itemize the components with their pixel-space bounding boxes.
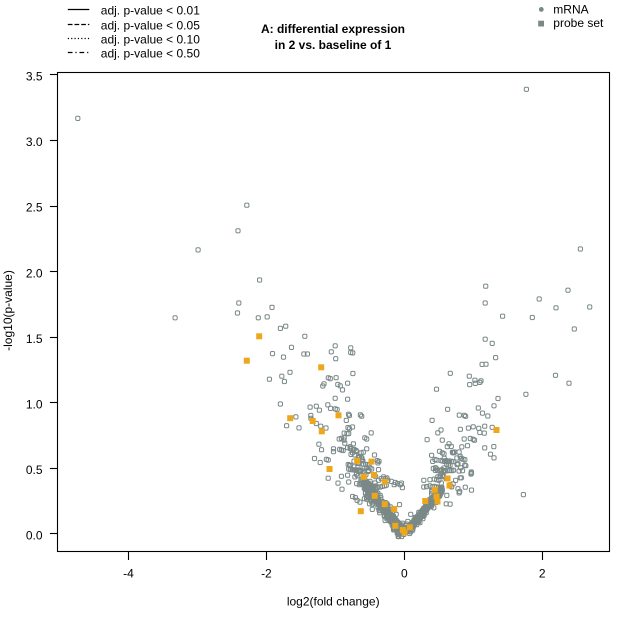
svg-text:0.0: 0.0: [26, 529, 43, 543]
svg-text:2.5: 2.5: [26, 201, 43, 215]
svg-text:probe set: probe set: [553, 16, 604, 30]
svg-text:log2(fold change): log2(fold change): [287, 595, 380, 609]
svg-text:mRNA: mRNA: [553, 2, 588, 16]
svg-text:0.5: 0.5: [26, 463, 43, 477]
svg-text:3.0: 3.0: [26, 135, 43, 149]
svg-text:-4: -4: [123, 567, 134, 581]
svg-text:A: differential expression: A: differential expression: [261, 22, 405, 36]
svg-text:adj. p-value < 0.10: adj. p-value < 0.10: [101, 32, 200, 46]
svg-text:0: 0: [401, 567, 408, 581]
svg-text:-2: -2: [261, 567, 272, 581]
svg-text:in 2 vs. baseline of 1: in 2 vs. baseline of 1: [275, 38, 392, 52]
svg-text:1.0: 1.0: [26, 397, 43, 411]
svg-text:3.5: 3.5: [26, 70, 43, 84]
svg-text:adj. p-value < 0.01: adj. p-value < 0.01: [101, 3, 200, 17]
svg-text:2: 2: [539, 567, 546, 581]
svg-text:2.0: 2.0: [26, 266, 43, 280]
svg-text:-log10(p-value): -log10(p-value): [1, 270, 15, 351]
svg-text:adj. p-value < 0.05: adj. p-value < 0.05: [101, 18, 200, 32]
svg-text:1.5: 1.5: [26, 332, 43, 346]
svg-text:adj. p-value < 0.50: adj. p-value < 0.50: [101, 46, 200, 60]
